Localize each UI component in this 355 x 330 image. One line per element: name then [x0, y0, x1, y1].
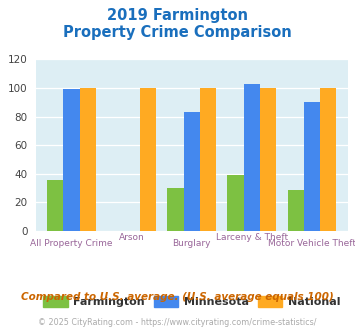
Bar: [228, 175, 244, 231]
Legend: Farmington, Minnesota, National: Farmington, Minnesota, National: [39, 291, 345, 312]
Bar: [47, 180, 64, 231]
Bar: [184, 112, 200, 231]
Text: Compared to U.S. average. (U.S. average equals 100): Compared to U.S. average. (U.S. average …: [21, 292, 334, 302]
Text: Property Crime Comparison: Property Crime Comparison: [63, 25, 292, 40]
Bar: [200, 88, 216, 231]
Text: Arson: Arson: [119, 233, 144, 242]
Bar: [80, 88, 96, 231]
Bar: [140, 88, 156, 231]
Text: 2019 Farmington: 2019 Farmington: [107, 8, 248, 23]
Bar: [167, 188, 184, 231]
Bar: [64, 89, 80, 231]
Text: Larceny & Theft: Larceny & Theft: [216, 233, 288, 242]
Bar: [320, 88, 336, 231]
Bar: [260, 88, 276, 231]
Text: Motor Vehicle Theft: Motor Vehicle Theft: [268, 239, 355, 248]
Text: Burglary: Burglary: [173, 239, 211, 248]
Bar: [304, 102, 320, 231]
Bar: [288, 189, 304, 231]
Text: © 2025 CityRating.com - https://www.cityrating.com/crime-statistics/: © 2025 CityRating.com - https://www.city…: [38, 318, 317, 327]
Text: All Property Crime: All Property Crime: [30, 239, 113, 248]
Bar: [244, 84, 260, 231]
